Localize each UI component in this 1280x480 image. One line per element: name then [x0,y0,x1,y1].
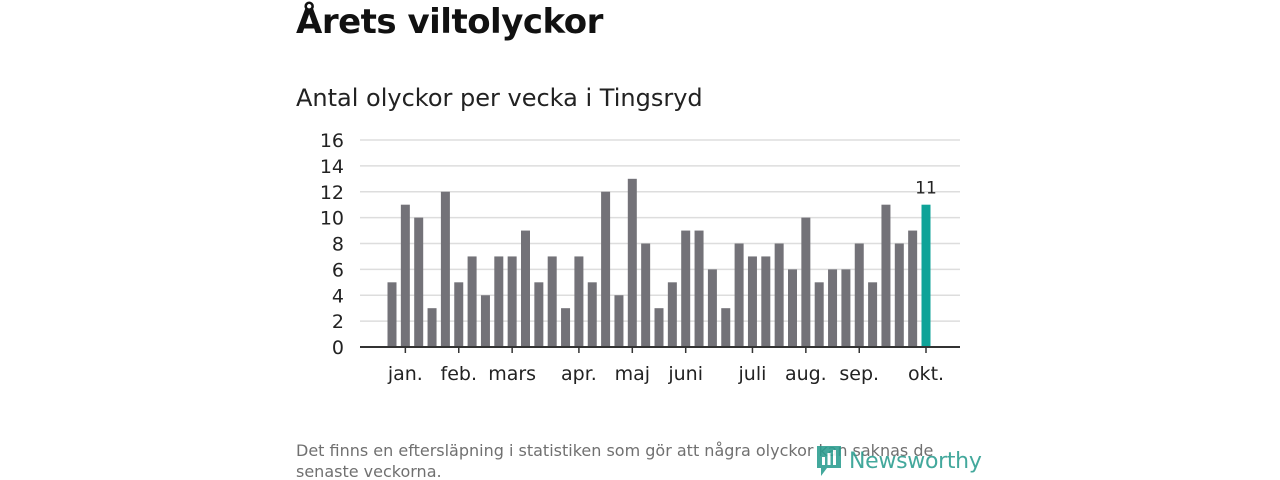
x-tick-label: aug. [785,363,827,385]
bar [521,230,530,347]
bar [627,178,637,347]
bar [654,308,664,347]
bar [601,191,611,347]
bar [881,204,891,347]
x-tick-label: jan. [387,363,423,385]
y-tick-label: 4 [332,285,344,307]
bar [694,230,704,347]
bar [854,243,864,347]
bar [587,282,597,347]
bar-highlight [921,204,931,347]
bar [494,256,504,347]
bar [480,295,490,347]
y-tick-label: 16 [320,130,344,152]
bar [667,282,677,347]
bar [427,308,437,347]
x-tick-label: feb. [441,363,477,385]
bar [734,243,744,347]
newsworthy-logo-icon [817,446,841,476]
bar [547,256,557,347]
bar [747,256,757,347]
data-label: 11 [915,179,937,199]
bar [894,243,904,347]
bar [414,217,424,347]
bar [534,282,544,347]
bar [454,282,464,347]
bar [868,282,878,347]
x-tick-label: apr. [561,363,597,385]
newsworthy-logo: Newsworthy [815,444,982,478]
y-tick-label: 14 [320,156,344,178]
bar [721,308,731,347]
y-tick-label: 0 [332,337,344,359]
bar [561,308,571,347]
x-tick-label: maj [615,363,650,385]
bar [614,295,624,347]
chart-title: Antal olyckor per vecka i Tingsryd [296,84,703,112]
bar [641,243,651,347]
chart-headline: Årets viltolyckor [296,2,603,42]
bar [400,204,410,347]
x-tick-label: okt. [908,363,944,385]
bar [574,256,584,347]
bar [387,282,397,347]
x-tick-label: juni [667,363,703,385]
y-tick-label: 12 [320,182,344,204]
y-tick-label: 8 [332,234,344,256]
bar [761,256,771,347]
bar [507,256,517,347]
bar [467,256,477,347]
newsworthy-logo-text: Newsworthy [849,448,982,474]
bar [788,269,797,347]
bar [681,230,691,347]
y-tick-label: 2 [332,311,344,333]
x-tick-label: sep. [839,363,879,385]
bar [774,243,784,347]
bar [801,217,811,347]
x-tick-label: juli [738,363,767,385]
y-tick-label: 6 [332,259,344,281]
bar [841,269,851,347]
x-tick-label: mars [488,363,536,385]
bar [440,191,450,347]
y-tick-label: 10 [320,208,344,230]
bar [707,269,717,347]
bar [814,282,824,347]
bar [828,269,838,347]
bar [908,230,918,347]
footnote: Det finns en eftersläpning i statistiken… [296,441,934,480]
